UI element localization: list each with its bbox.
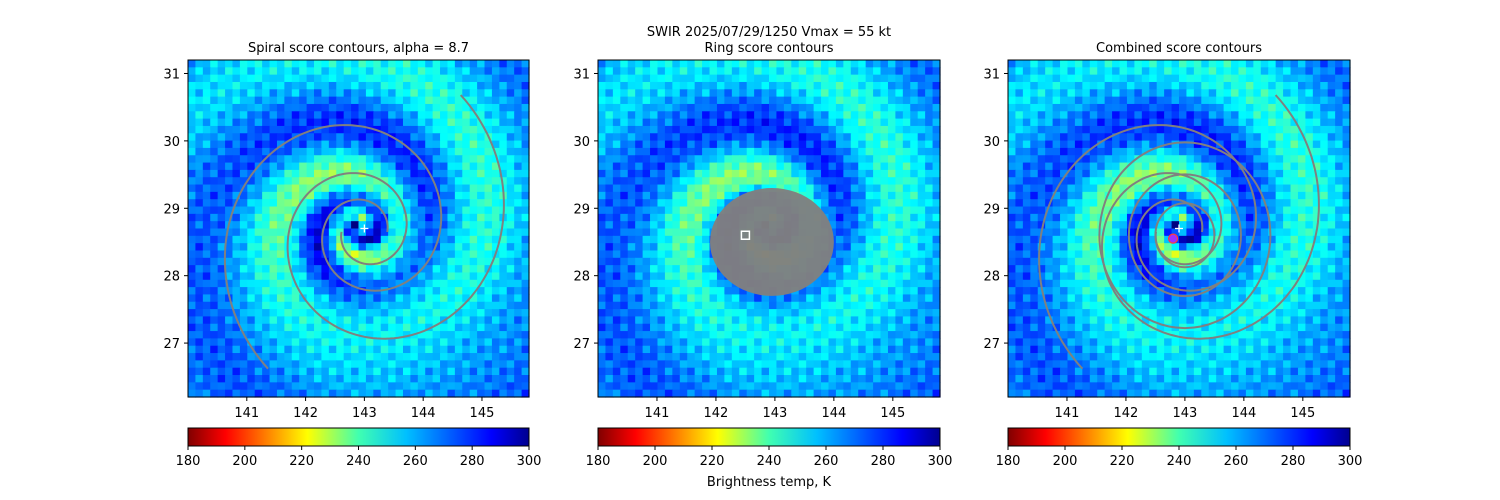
score-contours [223, 94, 505, 370]
y-tick-label: 30 [163, 135, 180, 150]
spiral-contour [286, 94, 505, 340]
y-tick-label: 31 [163, 67, 180, 82]
x-tick-label: 142 [704, 406, 729, 421]
y-tick-label: 29 [983, 202, 1000, 217]
combined-contour [1127, 173, 1242, 298]
colorbar-tick-label: 260 [403, 454, 428, 469]
colorbar-tick-label: 180 [996, 454, 1021, 469]
x-tick-label: 143 [762, 406, 787, 421]
x-tick-label: 145 [880, 406, 905, 421]
x-tick-label: 141 [234, 406, 259, 421]
colorbar-tick-label: 260 [1224, 454, 1249, 469]
colorbar-tick-label: 300 [928, 454, 953, 469]
panel-1: Spiral score contours, alpha = 8.7 141 142… [163, 41, 541, 469]
y-tick-label: 30 [983, 135, 1000, 150]
colorbar-tick-label: 280 [871, 454, 896, 469]
x-tick-label: 142 [1114, 406, 1139, 421]
y-tick-label: 30 [573, 135, 590, 150]
colorbar-tick-label: 200 [1053, 454, 1078, 469]
panel-3: Combined score contours 141 142 143 144 145 27… [983, 41, 1362, 469]
colorbar-label: Brightness temp, K [707, 475, 832, 490]
x-tick-label: 144 [1231, 406, 1256, 421]
brightness-temp-heatmap [188, 60, 530, 398]
score-contours [1038, 94, 1320, 370]
y-tick-label: 31 [573, 67, 590, 82]
colorbar-tick-label: 200 [232, 454, 257, 469]
colorbar-tick-label: 240 [757, 454, 782, 469]
x-tick-label: 145 [1290, 406, 1315, 421]
x-tick-label: 144 [821, 406, 846, 421]
colorbar-tick-label: 220 [1110, 454, 1135, 469]
score-contours [710, 188, 834, 296]
panel-2: Ring score contours 141 142 143 144 145 27 28 29… [573, 41, 952, 469]
colorbar-tick-label: 300 [1338, 454, 1363, 469]
colorbar-tick-label: 220 [289, 454, 314, 469]
colorbar-tick-label: 240 [346, 454, 371, 469]
combined-center-marker [1168, 233, 1179, 244]
colorbar-tick-label: 220 [700, 454, 725, 469]
axes-frame [597, 59, 941, 398]
colorbar [597, 427, 941, 447]
combined-contour [1098, 141, 1272, 330]
center-plus-marker [360, 224, 369, 233]
spiral-contour [1038, 124, 1257, 370]
x-tick-label: 143 [352, 406, 377, 421]
y-tick-label: 29 [163, 202, 180, 217]
x-tick-label: 144 [411, 406, 436, 421]
x-tick-label: 141 [645, 406, 670, 421]
colorbar-tick-label: 280 [460, 454, 485, 469]
x-tick-label: 145 [470, 406, 495, 421]
colorbar-tick-label: 280 [1281, 454, 1306, 469]
combined-contour [1154, 202, 1216, 269]
colorbar-tick-label: 200 [643, 454, 668, 469]
x-tick-label: 143 [1172, 406, 1197, 421]
y-tick-label: 27 [163, 337, 180, 352]
spiral-contour [1101, 94, 1320, 340]
y-tick-label: 27 [573, 337, 590, 352]
colorbar [187, 427, 530, 447]
colorbar-tick-label: 240 [1167, 454, 1192, 469]
panel-title: Ring score contours [704, 41, 833, 56]
ring-score-mask [710, 188, 834, 296]
y-tick-label: 27 [983, 337, 1000, 352]
y-tick-label: 28 [163, 270, 180, 285]
figure-suptitle: SWIR 2025/07/29/1250 Vmax = 55 kt [647, 25, 891, 40]
colorbar-tick-label: 260 [814, 454, 839, 469]
colorbar-tick-label: 300 [517, 454, 542, 469]
y-tick-label: 31 [983, 67, 1000, 82]
colorbar-tick-label: 180 [586, 454, 611, 469]
y-tick-label: 29 [573, 202, 590, 217]
panel-title: Spiral score contours, alpha = 8.7 [248, 41, 469, 56]
ring-center-marker [740, 230, 751, 240]
center-plus-marker [1175, 224, 1183, 233]
x-tick-label: 142 [293, 406, 318, 421]
spiral-contour [223, 124, 443, 370]
axes-frame [187, 59, 530, 398]
colorbar [1007, 427, 1351, 447]
x-tick-label: 141 [1055, 406, 1080, 421]
y-tick-label: 28 [573, 270, 590, 285]
axes-frame [1007, 59, 1351, 398]
colorbar-tick-label: 180 [176, 454, 201, 469]
y-tick-label: 28 [983, 270, 1000, 285]
panel-title: Combined score contours [1096, 41, 1262, 56]
